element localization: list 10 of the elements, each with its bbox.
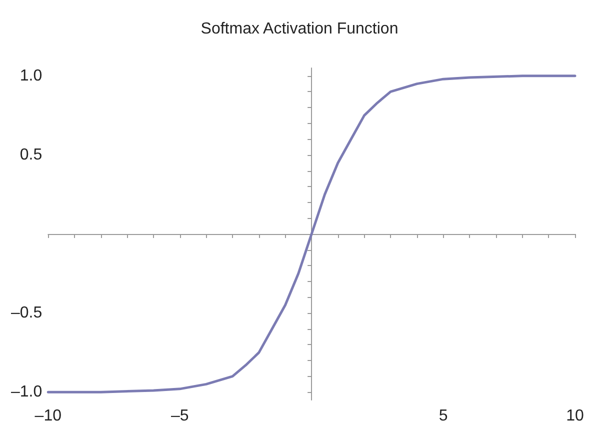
x-tick-label: 5 — [438, 408, 448, 424]
x-tick-label: –5 — [170, 408, 189, 424]
y-tick-label: 1.0 — [20, 67, 42, 84]
x-tick-label: 10 — [566, 408, 584, 424]
x-tick-label: –10 — [34, 408, 62, 424]
line-series — [46, 74, 576, 394]
y-tick-label: –0.5 — [11, 304, 42, 322]
y-tick-label: –1.0 — [11, 384, 42, 401]
chart-title: Softmax Activation Function — [200, 20, 398, 38]
y-tick-label: 0.5 — [20, 146, 42, 164]
